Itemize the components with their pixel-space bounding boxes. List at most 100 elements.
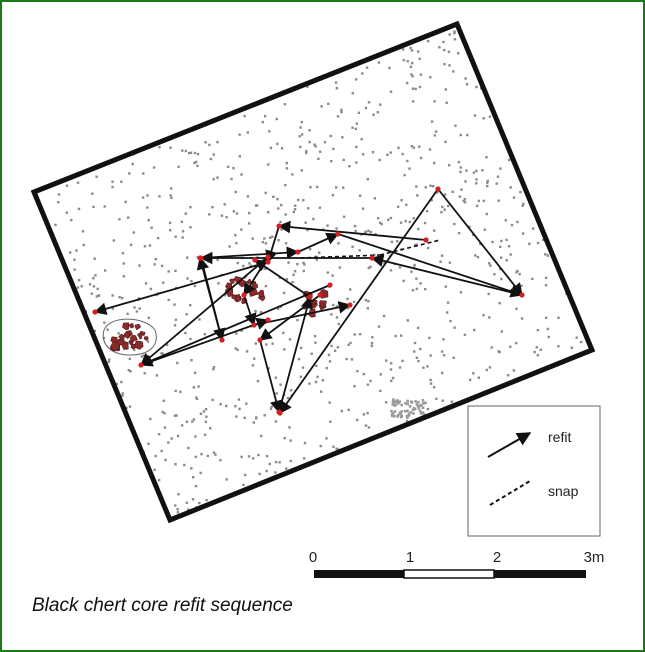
artifact-point bbox=[205, 416, 207, 418]
artifact-point bbox=[584, 302, 586, 304]
artifact-point bbox=[519, 191, 521, 193]
artifact-point bbox=[469, 35, 471, 37]
artifact-point bbox=[122, 457, 124, 459]
artifact-point bbox=[159, 64, 161, 66]
artifact-point bbox=[478, 47, 480, 49]
artifact-point bbox=[406, 160, 408, 162]
artifact-point bbox=[478, 200, 480, 202]
artifact-point bbox=[567, 169, 569, 171]
artifact-point bbox=[174, 270, 176, 272]
artifact-point bbox=[520, 285, 522, 287]
artifact-point bbox=[136, 96, 138, 98]
artifact-point bbox=[515, 342, 517, 344]
artifact-point bbox=[487, 180, 489, 182]
artifact-point bbox=[394, 28, 396, 30]
artifact-point bbox=[437, 455, 439, 457]
artifact-point bbox=[143, 354, 145, 356]
artifact-point bbox=[459, 171, 461, 173]
refit-arrow bbox=[298, 234, 338, 252]
artifact-point bbox=[411, 62, 413, 64]
artifact-point bbox=[76, 454, 78, 456]
refit-endpoint bbox=[265, 254, 270, 259]
artifact-point bbox=[230, 178, 232, 180]
artifact-point bbox=[299, 146, 301, 148]
artifact-point bbox=[205, 421, 207, 423]
artifact-point bbox=[81, 285, 83, 287]
artifact-point bbox=[476, 39, 478, 41]
artifact-point bbox=[139, 307, 141, 309]
artifact-point bbox=[140, 99, 142, 101]
artifact-point bbox=[283, 36, 285, 38]
artifact-point bbox=[88, 453, 90, 455]
artifact-point bbox=[82, 394, 84, 396]
artifact-point bbox=[189, 206, 191, 208]
artifact-point bbox=[149, 497, 151, 499]
artifact-point bbox=[159, 21, 161, 23]
artifact-point bbox=[239, 155, 241, 157]
artifact-point bbox=[355, 78, 357, 80]
artifact-point bbox=[516, 221, 518, 223]
artifact-point bbox=[361, 138, 363, 140]
artifact-point bbox=[575, 23, 577, 25]
artifact-point bbox=[392, 377, 394, 379]
artifact-point bbox=[542, 391, 544, 393]
artifact-point bbox=[55, 398, 57, 400]
artifact-point bbox=[123, 262, 125, 264]
artifact-point bbox=[356, 496, 358, 498]
artifact-point bbox=[287, 501, 289, 503]
artifact-point bbox=[441, 372, 443, 374]
artifact-point bbox=[185, 523, 187, 525]
artifact-point bbox=[493, 273, 495, 275]
artifact-point bbox=[265, 470, 267, 472]
artifact-point bbox=[540, 349, 542, 351]
artifact-point bbox=[567, 116, 569, 118]
artifact-point bbox=[127, 216, 129, 218]
artifact-point bbox=[122, 252, 124, 254]
artifact-point bbox=[42, 300, 44, 302]
artifact-point bbox=[151, 99, 153, 101]
artifact-point bbox=[307, 207, 309, 209]
artifact-point bbox=[355, 128, 357, 130]
artifact-point bbox=[304, 442, 306, 444]
artifact-point bbox=[500, 56, 502, 58]
artifact-point bbox=[426, 365, 428, 367]
artifact-point bbox=[242, 484, 244, 486]
artifact-point bbox=[521, 317, 523, 319]
artifact-point bbox=[404, 402, 407, 405]
artifact-point bbox=[566, 165, 568, 167]
artifact-point bbox=[551, 241, 553, 243]
artifact-point bbox=[257, 454, 259, 456]
artifact-point bbox=[322, 379, 324, 381]
artifact-point bbox=[83, 344, 85, 346]
artifact-point bbox=[430, 382, 432, 384]
artifact-point bbox=[414, 400, 417, 403]
artifact-point bbox=[172, 49, 174, 51]
scale-tick-0: 0 bbox=[309, 549, 317, 566]
artifact-point bbox=[434, 437, 436, 439]
artifact-point bbox=[290, 389, 292, 391]
artifact-point bbox=[537, 242, 539, 244]
artifact-point bbox=[557, 48, 559, 50]
artifact-point bbox=[390, 22, 392, 24]
artifact-point bbox=[371, 342, 373, 344]
artifact-point bbox=[205, 408, 207, 410]
artifact-point bbox=[433, 386, 435, 388]
artifact-point bbox=[42, 78, 44, 80]
artifact-point bbox=[571, 347, 573, 349]
artifact-point bbox=[35, 176, 37, 178]
artifact-point bbox=[118, 296, 120, 298]
artifact-point bbox=[113, 239, 115, 241]
artifact-point bbox=[357, 507, 359, 509]
artifact-point bbox=[368, 101, 370, 103]
artifact-point bbox=[348, 165, 350, 167]
artifact-point bbox=[422, 411, 425, 414]
artifact-point bbox=[444, 494, 446, 496]
artifact-point bbox=[489, 366, 491, 368]
artifact-point bbox=[263, 237, 265, 239]
artifact-point bbox=[39, 43, 41, 45]
artifact-point bbox=[568, 58, 570, 60]
artifact-point bbox=[600, 105, 602, 107]
artifact-point bbox=[32, 51, 34, 53]
artifact-point bbox=[115, 430, 117, 432]
artifact-point bbox=[284, 437, 286, 439]
